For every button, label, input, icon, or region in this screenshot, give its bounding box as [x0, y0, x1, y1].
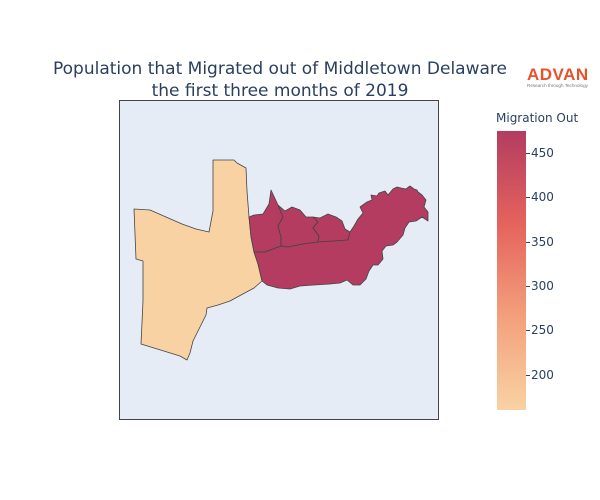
logo-tagline: Research through Technology — [527, 83, 588, 88]
colorbar-tickmark — [526, 197, 530, 199]
chart-title: Population that Migrated out of Middleto… — [0, 58, 560, 102]
colorbar-tickmark — [526, 374, 530, 376]
advan-logo: ADVAN Research through Technology — [527, 66, 597, 89]
region-east[interactable] — [253, 185, 429, 290]
colorbar-title: Migration Out — [496, 111, 579, 125]
colorbar-tick-label: 200 — [531, 367, 554, 382]
colorbar-tickmark — [526, 286, 530, 287]
colorbar-tickmark — [526, 330, 530, 332]
colorbar-tick-label: 350 — [531, 234, 554, 249]
region-west[interactable] — [133, 159, 263, 361]
colorbar — [497, 131, 526, 410]
chart-title-line-1: Population that Migrated out of Middleto… — [53, 59, 507, 79]
colorbar-tick-label: 400 — [531, 190, 554, 205]
colorbar-tick-label: 300 — [531, 279, 554, 293]
logo-wordmark: ADVAN — [527, 65, 589, 84]
colorbar-tickmark — [526, 241, 530, 243]
map-plot-area[interactable] — [119, 100, 439, 420]
region-northeast-b[interactable] — [277, 204, 320, 248]
colorbar-tick-label: 450 — [531, 146, 554, 161]
region-northeast-c[interactable] — [312, 213, 351, 243]
colorbar-tick-label: 250 — [531, 323, 554, 338]
chart-title-line-2: the first three months of 2019 — [151, 81, 409, 101]
colorbar-tickmark — [526, 153, 530, 155]
map-svg — [133, 159, 429, 361]
region-northeast-a[interactable] — [248, 189, 284, 253]
